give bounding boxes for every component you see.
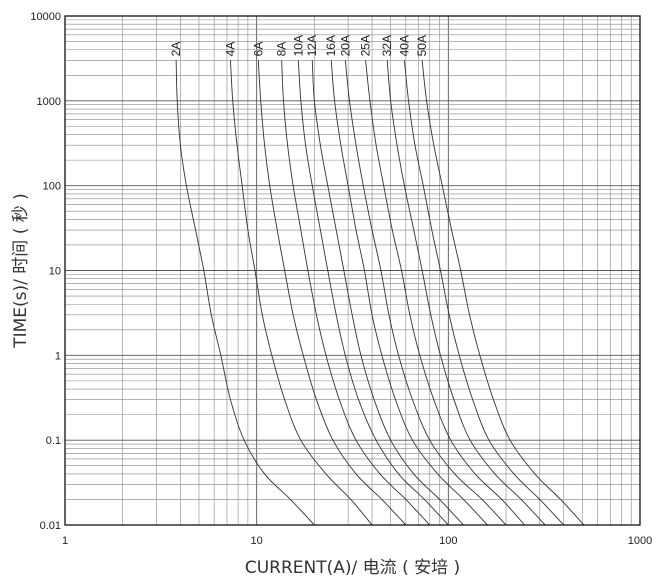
curve-25a [365, 60, 525, 526]
curve-8a [281, 60, 431, 526]
y-tick-label: 0.01 [40, 520, 61, 532]
curve-label-4a: 4A [223, 42, 237, 57]
y-tick-label: 100 [43, 181, 61, 193]
curve-labels: 2A 4A 6A 8A 10A 12A 16A 20A 25A 32A 40A 50A [169, 35, 429, 56]
curve-20a [344, 60, 507, 526]
curve-2a [175, 60, 315, 526]
curve-label-2a: 2A [169, 42, 183, 57]
curve-label-16a: 16A [324, 35, 338, 56]
y-axis-title: TIME(s)/ 时间 ( 秒 ) [11, 193, 31, 349]
plot-frame [64, 15, 641, 526]
y-tick-label: 1 [55, 350, 61, 362]
curve-40a [403, 60, 565, 526]
x-axis-title: CURRENT(A)/ 电流 ( 安培 ) [245, 558, 460, 578]
curve-50a [421, 60, 585, 526]
curve-12a [311, 60, 464, 526]
curve-label-50a: 50A [415, 35, 429, 56]
x-tick-label: 1000 [628, 535, 652, 547]
curve-label-25a: 25A [359, 35, 373, 56]
curves [175, 60, 585, 526]
curve-label-20a: 20A [338, 35, 352, 56]
curve-label-40a: 40A [397, 35, 411, 56]
x-tick-label: 100 [439, 535, 457, 547]
grid [64, 16, 640, 526]
y-tick-label: 0.1 [46, 435, 61, 447]
y-tick-label: 1000 [37, 96, 61, 108]
x-tick-label: 10 [251, 535, 263, 547]
curve-10a [297, 60, 449, 526]
curve-label-32a: 32A [380, 35, 394, 56]
curve-6a [257, 60, 407, 526]
curve-4a [230, 60, 373, 526]
tick-labels: 1 10 100 1000 10000 1000 100 10 1 0.1 0.01 [30, 11, 652, 547]
curve-16a [330, 60, 488, 526]
curve-label-10a: 10A [291, 35, 305, 56]
curve-label-8a: 8A [275, 42, 289, 57]
curve-32a [386, 60, 546, 526]
curve-label-12a: 12A [305, 35, 319, 56]
curve-label-6a: 6A [251, 42, 265, 57]
x-tick-label: 1 [62, 535, 68, 547]
y-tick-label: 10 [49, 266, 61, 278]
y-tick-label: 10000 [30, 11, 61, 23]
